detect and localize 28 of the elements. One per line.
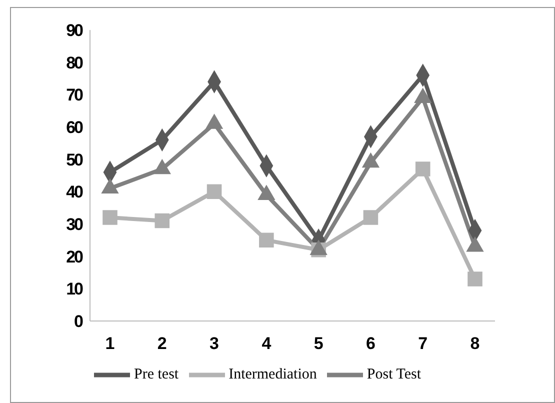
legend-label: Pre test [134, 366, 179, 382]
point [363, 210, 378, 225]
y-tick-label: 50 [66, 150, 84, 170]
point [468, 272, 482, 286]
point [259, 232, 274, 248]
y-tick-label: 80 [66, 53, 84, 72]
x-tick-label: 4 [262, 334, 272, 354]
x-tick-label: 3 [210, 334, 220, 354]
point [154, 213, 170, 228]
y-tick-label: 0 [74, 312, 84, 332]
y-tick-label: 90 [66, 21, 84, 40]
x-tick-label: 1 [105, 334, 115, 354]
x-tick-label: 6 [366, 334, 376, 354]
y-tick-label: 10 [66, 280, 84, 299]
x-tick-label: 2 [157, 334, 167, 354]
point [415, 162, 430, 176]
x-tick-label: 7 [418, 334, 428, 354]
point [102, 210, 118, 225]
y-tick-label: 20 [66, 247, 84, 266]
point [206, 184, 222, 200]
y-tick-label: 70 [66, 86, 84, 105]
legend-label: Post Test [366, 366, 421, 382]
x-tick-label: 8 [470, 334, 480, 354]
y-tick-label: 60 [66, 118, 84, 138]
legend-label: Intermediation [228, 366, 317, 382]
x-tick-label: 5 [314, 334, 324, 354]
y-tick-label: 40 [66, 182, 84, 202]
y-tick-label: 30 [66, 215, 84, 234]
